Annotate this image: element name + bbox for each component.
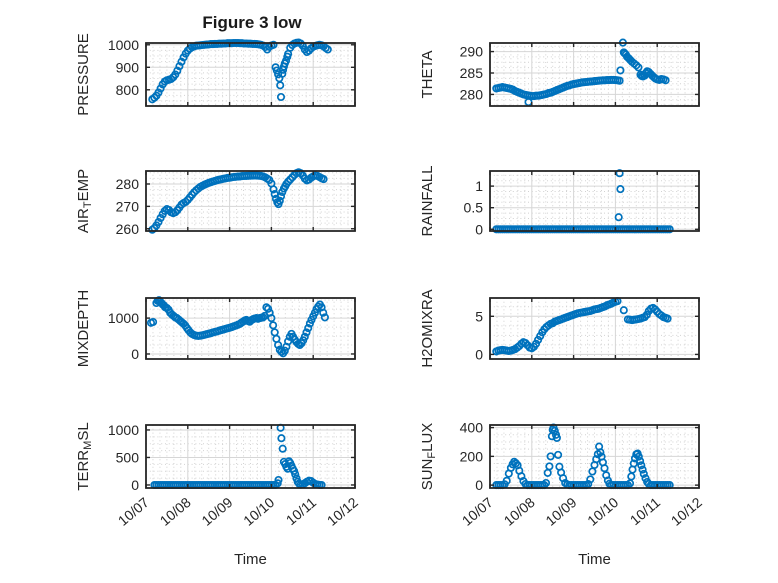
- y-tick-label: 900: [116, 59, 140, 75]
- y-tick-label: 280: [460, 86, 484, 102]
- subplot-pressure: 800 900 1000 PRESSURE: [75, 33, 356, 116]
- axes-box: [145, 170, 356, 232]
- axes-box: [489, 170, 700, 232]
- x-tick-label: 10/07: [459, 494, 496, 529]
- x-tick-label: 10/08: [157, 494, 194, 529]
- subplot-theta: 280 285 290 THETA: [419, 38, 700, 107]
- y-tick-label: 1000: [108, 37, 139, 53]
- subplot-air-temp: 260 270 280 AIRTEMP: [75, 168, 356, 237]
- subplot-sun-flux: 0 200 400 SUNFLUX 10/07 10/08 10/09 10/10 10/11 1…: [419, 420, 705, 529]
- y-axis-label-sun-flux: SUNFLUX: [419, 423, 438, 491]
- scatter-markers: [146, 296, 329, 358]
- y-axis-label-h2omixra: H2OMIXRA: [419, 289, 436, 367]
- scatter-markers: [148, 168, 328, 234]
- y-tick-label: 0: [475, 221, 483, 237]
- minor-grid: [146, 298, 355, 359]
- y-tick-label: 290: [460, 44, 484, 60]
- x-tick-label: 10/10: [584, 494, 621, 529]
- subplot-terr-msl: 0 500 1000 TERRMSL 10/07 10/08 10/09 10/10 10/11…: [75, 422, 361, 529]
- y-tick-label: 0.5: [464, 200, 484, 216]
- axes-box: [145, 424, 356, 489]
- y-tick-label: 800: [116, 82, 140, 98]
- y-tick-label: 260: [116, 221, 140, 237]
- x-tick-label: 10/10: [240, 494, 277, 529]
- y-axis-label-rainfall: RAINFALL: [419, 166, 436, 237]
- scatter-markers: [492, 169, 674, 234]
- figure-title: Figure 3 low: [202, 13, 302, 32]
- x-tick-label: 10/12: [324, 494, 361, 529]
- y-tick-label: 200: [460, 448, 484, 464]
- y-tick-label: 1000: [108, 422, 139, 438]
- y-axis-label-air-temp: AIRTEMP: [75, 169, 94, 233]
- subplot-rainfall: 0 0.5 1 RAINFALL: [419, 166, 700, 237]
- y-tick-label: 270: [116, 198, 140, 214]
- tick-marks: [145, 43, 356, 106]
- tick-marks: [489, 425, 700, 488]
- tick-marks: [145, 298, 356, 359]
- x-tick-label: 10/12: [668, 494, 705, 529]
- x-tick-label: 10/11: [627, 494, 663, 528]
- y-tick-label: 1: [475, 178, 483, 194]
- tick-marks: [489, 171, 700, 231]
- y-tick-label: 500: [116, 449, 140, 465]
- x-tick-label: 10/08: [501, 494, 538, 529]
- x-tick-label: 10/09: [198, 494, 235, 529]
- y-tick-label: 0: [475, 477, 483, 493]
- scatter-markers: [492, 38, 670, 107]
- y-tick-label: 400: [460, 420, 484, 436]
- x-tick-label: 10/11: [283, 494, 319, 528]
- scatter-markers: [148, 38, 332, 104]
- y-axis-label-theta: THETA: [419, 50, 436, 98]
- axes-box: [145, 42, 356, 107]
- x-tick-label: 10/07: [115, 494, 152, 529]
- tick-marks: [489, 43, 700, 106]
- x-axis-title-left: Time: [234, 551, 267, 568]
- y-tick-label: 285: [460, 65, 484, 81]
- y-tick-label: 0: [475, 346, 483, 362]
- minor-grid: [490, 171, 699, 231]
- scatter-markers: [492, 297, 672, 356]
- subplot-mixdepth: 0 1000 MIXDEPTH: [75, 290, 356, 368]
- y-tick-label: 0: [131, 346, 139, 362]
- minor-grid: [146, 425, 355, 488]
- axes-box: [489, 42, 700, 107]
- axes-box: [145, 297, 356, 360]
- tick-marks: [145, 425, 356, 488]
- y-tick-label: 5: [475, 308, 483, 324]
- y-axis-label-terr-msl: TERRMSL: [75, 422, 94, 490]
- y-tick-label: 280: [116, 176, 140, 192]
- subplot-h2omixra: 0 5 H2OMIXRA: [419, 289, 700, 368]
- y-axis-label-pressure: PRESSURE: [75, 33, 92, 116]
- x-axis-title-right: Time: [578, 551, 611, 568]
- axes-box: [489, 297, 700, 360]
- y-tick-label: 0: [131, 477, 139, 493]
- y-tick-label: 1000: [108, 310, 139, 326]
- x-tick-label: 10/09: [542, 494, 579, 529]
- tick-marks: [145, 171, 356, 231]
- y-axis-label-mixdepth: MIXDEPTH: [75, 290, 92, 368]
- scatter-markers: [150, 423, 326, 490]
- major-grid: [490, 171, 699, 231]
- tick-marks: [489, 298, 700, 359]
